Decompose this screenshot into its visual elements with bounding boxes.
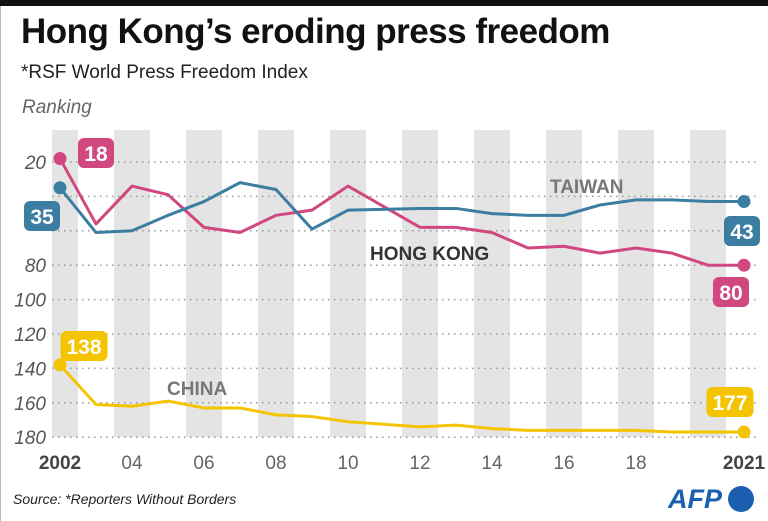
top-rule bbox=[0, 0, 768, 6]
year-band bbox=[618, 130, 654, 437]
year-band bbox=[402, 130, 438, 437]
x-tick-label: 18 bbox=[625, 453, 646, 474]
series-line-taiwan bbox=[58, 181, 744, 235]
left-border bbox=[0, 6, 1, 521]
year-band bbox=[52, 130, 78, 437]
y-tick-label: 160 bbox=[14, 394, 46, 415]
y-tick-label: 180 bbox=[14, 428, 46, 449]
value-badge-text: 18 bbox=[84, 143, 108, 166]
y-tick-label: 20 bbox=[24, 153, 47, 174]
series-name-label: HONG KONG bbox=[370, 244, 489, 265]
year-band bbox=[114, 130, 150, 437]
afp-logo-text: AFP bbox=[668, 484, 723, 514]
year-band bbox=[186, 130, 222, 437]
value-badge bbox=[24, 201, 60, 231]
data-point bbox=[53, 181, 67, 195]
chart-title: Hong Kong’s eroding press freedom bbox=[21, 12, 610, 51]
x-tick-label: 2002 bbox=[39, 453, 81, 474]
year-band bbox=[330, 130, 366, 437]
x-tick-label: 16 bbox=[553, 453, 574, 474]
data-point bbox=[737, 425, 751, 439]
x-tick-label: 04 bbox=[121, 453, 143, 474]
year-band bbox=[546, 130, 582, 437]
afp-logo: AFP bbox=[668, 484, 754, 514]
value-badge bbox=[706, 387, 754, 417]
x-tick-label: 10 bbox=[337, 453, 358, 474]
afp-logo-dot bbox=[728, 486, 754, 512]
value-badge-text: 43 bbox=[730, 221, 753, 244]
series-name-label: CHINA bbox=[167, 379, 227, 400]
series-name-label: TAIWAN bbox=[550, 177, 624, 198]
value-badge bbox=[60, 331, 108, 361]
data-point bbox=[737, 195, 751, 209]
data-point bbox=[53, 152, 67, 166]
series-line-hong-kong bbox=[58, 157, 744, 267]
y-tick-label: 140 bbox=[14, 359, 46, 380]
y-axis-label: Ranking bbox=[22, 97, 92, 118]
x-tick-label: 2021 bbox=[723, 453, 766, 474]
y-tick-label: 120 bbox=[14, 325, 46, 346]
value-badge bbox=[724, 216, 760, 246]
x-tick-label: 08 bbox=[265, 453, 286, 474]
series-line-china bbox=[58, 363, 744, 434]
data-point bbox=[737, 258, 751, 272]
year-band bbox=[258, 130, 294, 437]
source-note: Source: *Reporters Without Borders bbox=[13, 491, 237, 507]
value-badge-text: 80 bbox=[719, 282, 742, 305]
x-tick-label: 14 bbox=[481, 453, 503, 474]
year-band bbox=[474, 130, 510, 437]
data-point bbox=[53, 358, 67, 372]
x-tick-label: 06 bbox=[193, 453, 214, 474]
chart-subtitle: *RSF World Press Freedom Index bbox=[21, 62, 308, 83]
value-badge-text: 138 bbox=[66, 336, 101, 359]
value-badge-text: 177 bbox=[712, 392, 747, 415]
y-tick-label: 80 bbox=[25, 256, 47, 277]
value-badge-text: 35 bbox=[30, 206, 54, 229]
x-tick-label: 12 bbox=[409, 453, 430, 474]
y-tick-label: 100 bbox=[14, 291, 46, 312]
value-badge bbox=[713, 277, 749, 307]
value-badge bbox=[78, 138, 114, 168]
